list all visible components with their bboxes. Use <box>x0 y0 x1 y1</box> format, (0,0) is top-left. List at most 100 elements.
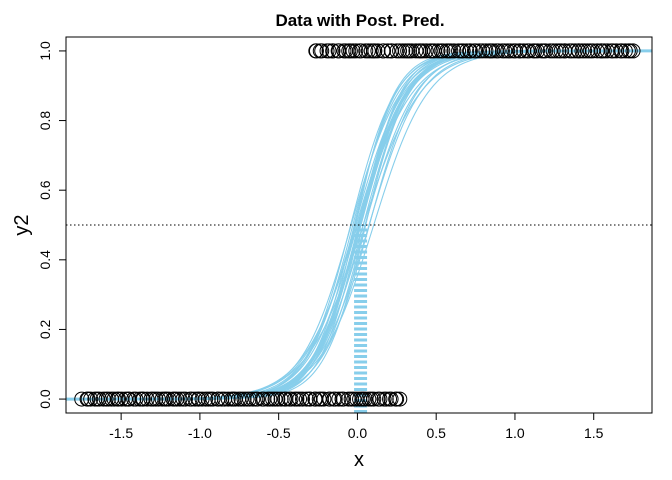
data-point <box>214 391 230 407</box>
data-point <box>451 43 467 59</box>
data-point <box>91 391 107 407</box>
y-tick-label: 0.0 <box>37 389 53 409</box>
data-point <box>205 391 221 407</box>
x-tick-label: 1.5 <box>584 425 604 441</box>
data-point <box>392 43 408 59</box>
data-point <box>383 391 399 407</box>
x-tick-label: -1.5 <box>109 425 133 441</box>
data-point <box>336 391 352 407</box>
axes: -1.5 -1.0 -0.5 0.0 0.5 1.0 1.5 0.0 0.2 0.4 0.6 0.8 1… <box>37 41 604 441</box>
data-point <box>502 43 518 59</box>
data-point <box>366 391 382 407</box>
data-point <box>262 391 278 407</box>
data-point <box>372 391 388 407</box>
x-tick-label: -1.0 <box>188 425 212 441</box>
data-point <box>283 391 299 407</box>
data-point <box>346 391 362 407</box>
data-point <box>345 43 361 59</box>
data-point <box>446 43 462 59</box>
x-tick-label: -0.5 <box>267 425 291 441</box>
data-point <box>245 391 261 407</box>
data-point <box>376 43 392 59</box>
data-point <box>622 43 638 59</box>
data-point <box>614 43 630 59</box>
data-point <box>490 43 506 59</box>
data-point <box>389 391 405 407</box>
data-point <box>348 43 364 59</box>
data-point <box>617 43 633 59</box>
data-point <box>194 391 210 407</box>
data-point <box>321 43 337 59</box>
data-point <box>270 391 286 407</box>
data-point <box>530 43 546 59</box>
data-point <box>443 43 459 59</box>
data-point <box>100 391 116 407</box>
data-point <box>564 43 580 59</box>
data-point <box>187 391 203 407</box>
data-point <box>314 43 330 59</box>
data-point <box>150 391 166 407</box>
data-point <box>430 43 446 59</box>
data-point <box>389 43 405 59</box>
data-point <box>111 391 127 407</box>
data-point <box>331 391 347 407</box>
data-point <box>128 391 144 407</box>
data-point <box>367 43 383 59</box>
chart-title: Data with Post. Pred. <box>275 11 444 30</box>
x-axis-label: x <box>354 449 364 471</box>
data-point <box>478 43 494 59</box>
data-point <box>233 391 249 407</box>
data-point <box>380 43 396 59</box>
y-tick-label: 0.6 <box>37 180 53 200</box>
plot-area <box>66 43 652 413</box>
data-point <box>497 43 513 59</box>
data-point <box>605 43 621 59</box>
data-point <box>295 391 311 407</box>
data-point <box>625 43 641 59</box>
data-point <box>596 43 612 59</box>
data-point <box>172 391 188 407</box>
y-axis-label: y2 <box>11 214 33 235</box>
data-point <box>415 43 431 59</box>
data-point <box>298 391 314 407</box>
data-point <box>135 391 151 407</box>
data-point <box>455 43 471 59</box>
data-point <box>567 43 583 59</box>
x-tick-label: 0.5 <box>426 425 446 441</box>
data-point <box>327 391 343 407</box>
data-point <box>545 43 561 59</box>
data-point <box>472 43 488 59</box>
x-tick-label: 0.0 <box>348 425 368 441</box>
data-point <box>468 43 484 59</box>
data-point <box>435 43 451 59</box>
data-point <box>169 391 185 407</box>
data-point <box>74 391 90 407</box>
data-point <box>577 43 593 59</box>
y-tick-label: 0.2 <box>37 320 53 340</box>
data-point <box>512 43 528 59</box>
data-point <box>83 391 99 407</box>
data-point <box>418 43 434 59</box>
data-point <box>357 391 373 407</box>
data-point <box>485 43 501 59</box>
y-tick-label: 0.4 <box>37 250 53 270</box>
data-point <box>325 43 341 59</box>
x-tick-label: 1.0 <box>505 425 525 441</box>
data-point <box>292 391 308 407</box>
data-point <box>599 43 615 59</box>
y-tick-label: 1.0 <box>37 41 53 61</box>
data-point <box>585 43 601 59</box>
data-point <box>289 391 305 407</box>
y-tick-label: 0.8 <box>37 111 53 131</box>
data-point <box>220 391 236 407</box>
data-point <box>360 43 376 59</box>
data-point <box>316 391 332 407</box>
data-point <box>139 391 155 407</box>
data-point <box>521 43 537 59</box>
data-point <box>250 391 266 407</box>
data-point <box>308 43 324 59</box>
data-point <box>154 391 170 407</box>
data-point <box>177 391 193 407</box>
data-point <box>392 391 408 407</box>
